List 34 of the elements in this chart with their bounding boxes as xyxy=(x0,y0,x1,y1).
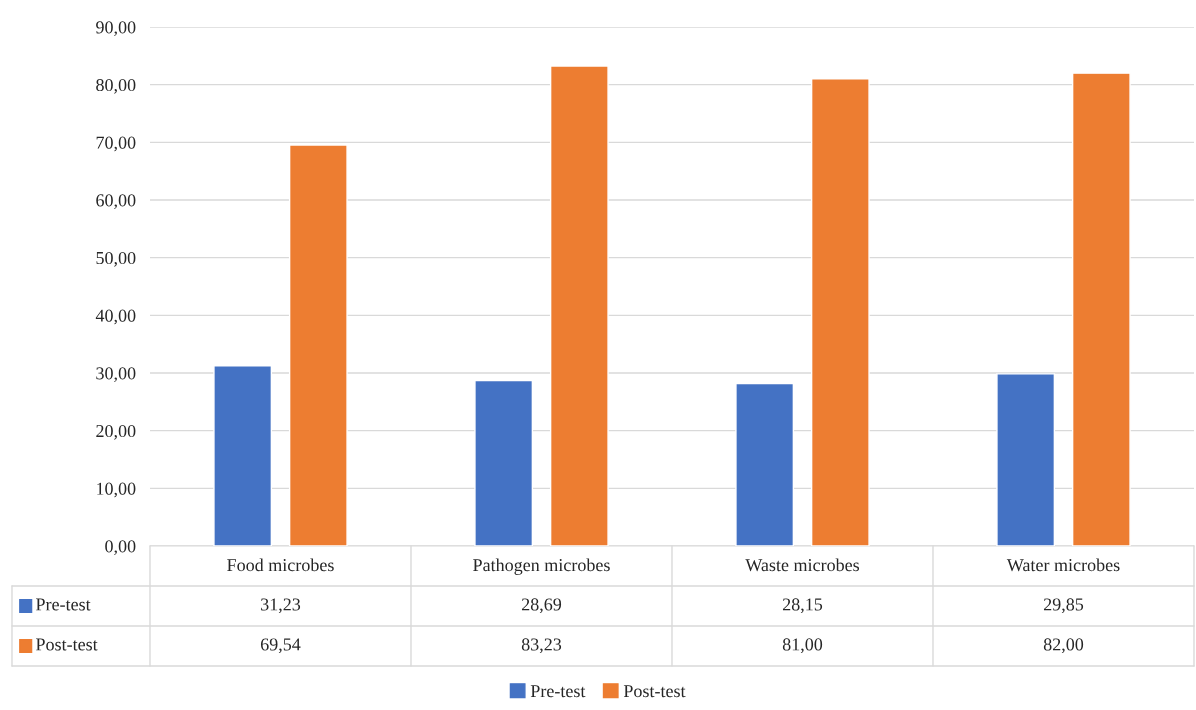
legend-label: Pre-test xyxy=(36,598,91,611)
x-tick-label: Waste microbes xyxy=(745,558,860,572)
y-tick-label: 30,00 xyxy=(96,367,136,383)
data-label: 81,00 xyxy=(782,638,823,654)
data-label: 29,85 xyxy=(1043,598,1084,614)
bar xyxy=(1071,72,1131,546)
legend-label: Post-test xyxy=(623,685,686,698)
bar xyxy=(474,379,534,546)
bar xyxy=(810,78,870,546)
y-tick-label: 90,00 xyxy=(96,21,136,37)
data-label: 82,00 xyxy=(1043,638,1084,654)
text: Pre-test xyxy=(530,685,586,698)
bar xyxy=(288,144,348,546)
x-tick-label: Pathogen microbes xyxy=(473,558,610,575)
data-label: 28,69 xyxy=(521,598,562,614)
text: Post-test xyxy=(36,638,98,651)
data-label: 28,15 xyxy=(782,598,823,614)
y-tick-label: 60,00 xyxy=(96,194,136,210)
bar xyxy=(996,373,1056,546)
bar xyxy=(213,365,273,546)
y-tick-label: 0,00 xyxy=(105,540,136,556)
y-tick-label: 10,00 xyxy=(97,482,136,498)
data-label: 69,54 xyxy=(260,638,301,654)
data-label: 83,23 xyxy=(521,638,562,654)
y-tick-label: 50,00 xyxy=(96,251,136,267)
y-tick-label: 70,00 xyxy=(96,136,136,152)
bar xyxy=(735,382,795,546)
x-tick-label: Food microbes xyxy=(227,558,334,572)
y-tick-label: 80,00 xyxy=(96,78,136,94)
data-label: 31,23 xyxy=(261,598,301,614)
bar xyxy=(549,65,609,546)
y-tick-label: 20,00 xyxy=(96,424,136,440)
x-tick-label: Water microbes xyxy=(1006,558,1120,572)
y-tick-label: 40,00 xyxy=(95,309,136,325)
